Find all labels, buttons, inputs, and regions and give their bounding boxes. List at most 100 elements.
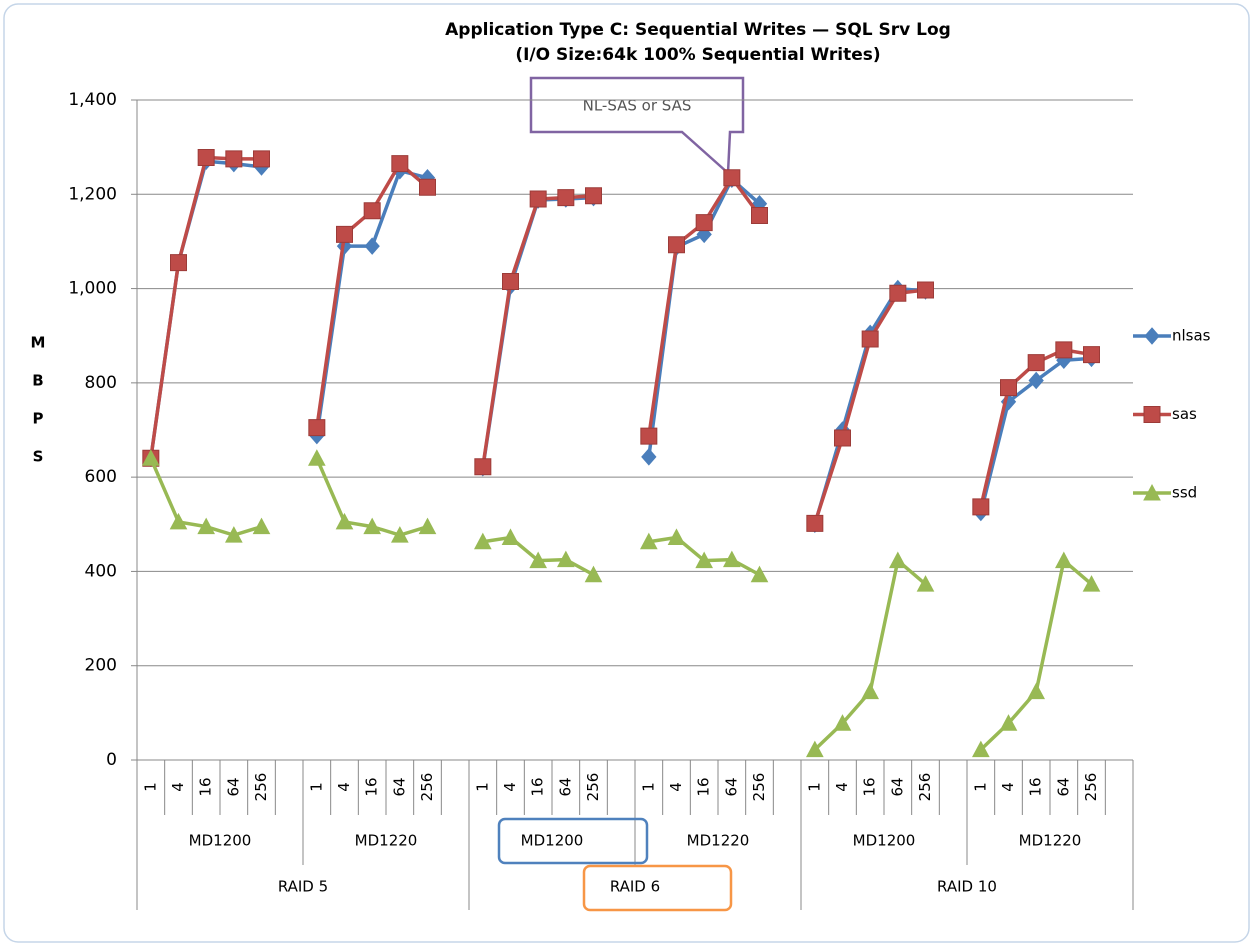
callout: NL-SAS or SAS	[529, 76, 745, 176]
marker	[806, 514, 824, 532]
x-tick-label: 256	[916, 773, 934, 802]
marker	[419, 178, 436, 196]
marker	[336, 225, 353, 243]
marker	[307, 449, 326, 466]
marker	[1054, 551, 1073, 569]
marker	[1000, 379, 1017, 397]
marker	[668, 236, 685, 254]
marker	[390, 526, 409, 543]
marker	[391, 155, 409, 173]
y-tick-label: 1,200	[68, 184, 117, 204]
marker	[1144, 327, 1160, 345]
y-tick-label: 200	[85, 656, 117, 676]
marker	[889, 284, 907, 302]
group-label: MD1220	[1019, 832, 1082, 850]
x-tick-label: 16	[197, 777, 215, 796]
marker	[225, 150, 243, 168]
marker	[170, 254, 187, 272]
marker	[888, 551, 907, 569]
marker	[972, 498, 990, 516]
marker	[502, 273, 519, 290]
x-tick-label: 4	[999, 782, 1017, 792]
marker	[667, 528, 686, 545]
marker	[141, 449, 160, 466]
y-tick-label: 800	[85, 373, 117, 393]
supergroup-label: RAID 5	[278, 878, 328, 896]
y-axis-label-letter: B	[32, 372, 43, 390]
marker	[474, 458, 492, 476]
marker	[364, 237, 380, 255]
y-tick-label: 0	[106, 750, 117, 770]
x-tick-label: 1	[141, 782, 159, 792]
x-tick-label: 4	[335, 782, 353, 792]
marker	[750, 565, 769, 583]
x-tick-label: 4	[501, 782, 519, 792]
x-tick-label: 1	[805, 782, 823, 792]
x-tick-label: 16	[363, 777, 381, 796]
marker	[224, 526, 243, 543]
marker	[833, 714, 852, 731]
marker	[999, 714, 1018, 731]
marker	[363, 202, 381, 220]
marker	[640, 427, 658, 445]
y-axis-label-letter: M	[31, 334, 46, 352]
y-tick-label: 400	[85, 561, 117, 581]
marker	[1082, 575, 1101, 592]
highlight-box	[497, 817, 649, 865]
marker	[585, 187, 602, 205]
x-tick-label: 64	[722, 777, 740, 796]
marker	[418, 517, 437, 535]
x-tick-label: 4	[833, 782, 851, 792]
marker	[722, 550, 741, 568]
marker	[473, 532, 492, 550]
marker	[584, 565, 603, 583]
marker	[363, 517, 382, 535]
marker	[197, 517, 216, 535]
marker	[1027, 354, 1045, 372]
marker	[695, 551, 714, 569]
y-axis-label-letter: S	[33, 448, 44, 466]
legend-label: ssd	[1172, 484, 1197, 502]
group-label: MD1220	[687, 832, 750, 850]
group-label: MD1200	[189, 832, 252, 850]
x-tick-label: 16	[695, 777, 713, 796]
marker	[1055, 341, 1073, 359]
chart-title: Application Type C: Sequential Writes — …	[445, 20, 951, 40]
x-tick-label: 1	[307, 782, 325, 792]
supergroup-label: RAID 6	[610, 878, 660, 896]
marker	[308, 419, 326, 437]
group-label: MD1200	[853, 832, 916, 850]
x-tick-label: 16	[861, 777, 879, 796]
marker	[557, 189, 575, 207]
x-tick-label: 1	[473, 782, 491, 792]
marker	[529, 551, 548, 569]
marker	[1028, 371, 1044, 390]
marker	[169, 512, 188, 530]
chart-subtitle: (I/O Size:64k 100% Sequential Writes)	[515, 45, 880, 65]
group-label: MD1220	[355, 832, 418, 850]
marker	[971, 740, 990, 758]
x-tick-label: 64	[888, 777, 906, 796]
y-tick-label: 1,000	[68, 279, 117, 299]
marker	[556, 550, 575, 568]
x-tick-label: 16	[529, 777, 547, 796]
x-tick-label: 4	[169, 782, 187, 792]
legend-label: nlsas	[1172, 327, 1211, 345]
marker	[751, 207, 768, 224]
marker	[861, 682, 880, 700]
marker	[834, 429, 851, 447]
supergroup-label: RAID 10	[937, 878, 997, 896]
marker	[501, 528, 520, 545]
marker	[639, 532, 658, 550]
legend-label: sas	[1172, 405, 1197, 423]
marker	[197, 149, 215, 167]
x-tick-label: 256	[252, 773, 270, 802]
x-tick-label: 256	[584, 773, 602, 802]
y-tick-label: 1,400	[68, 90, 117, 110]
chart-frame	[3, 3, 1250, 943]
group-label: MD1200	[521, 832, 584, 850]
marker	[253, 150, 270, 168]
x-tick-label: 64	[556, 777, 574, 796]
x-tick-label: 256	[418, 773, 436, 802]
marker	[805, 740, 824, 758]
